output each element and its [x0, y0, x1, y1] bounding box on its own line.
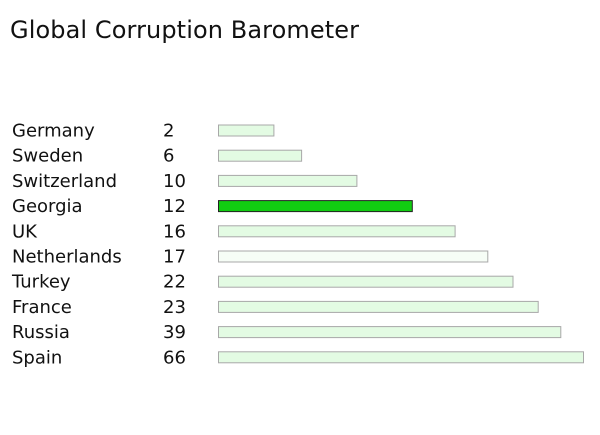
rank-label: 10: [163, 171, 186, 192]
chart-row-germany: Germany 2: [12, 121, 275, 142]
category-label: Russia: [12, 322, 70, 343]
category-label: Sweden: [12, 146, 83, 167]
chart-row-russia: Russia 39: [12, 322, 562, 343]
rank-label: 17: [163, 247, 186, 268]
rank-label: 12: [163, 196, 186, 217]
chart-row-sweden: Sweden 6: [12, 146, 303, 167]
bar: [218, 351, 584, 364]
rank-label: 39: [163, 322, 186, 343]
chart-row-uk: UK 16: [12, 221, 456, 242]
category-label: Turkey: [11, 272, 71, 293]
bar: [218, 174, 358, 187]
category-label: Netherlands: [12, 247, 122, 268]
bar: [218, 326, 562, 339]
chart-row-spain: Spain 66: [12, 347, 584, 368]
category-label: Germany: [12, 121, 95, 142]
chart-row-georgia: Georgia 12: [12, 196, 413, 217]
bar: [218, 275, 514, 288]
rank-label: 2: [163, 121, 174, 142]
chart-title: Global Corruption Barometer: [10, 16, 360, 44]
bar: [218, 250, 489, 263]
rank-label: 16: [163, 221, 186, 242]
category-label: UK: [12, 221, 38, 242]
bar: [218, 149, 303, 162]
bar: [218, 225, 456, 238]
category-label: Switzerland: [12, 171, 117, 192]
bar: [218, 300, 539, 313]
chart-row-netherlands: Netherlands 17: [12, 247, 489, 268]
category-label: Spain: [12, 347, 62, 368]
bar-highlighted: [218, 200, 413, 213]
chart-rows: Germany 2 Sweden 6 Switzerland 10 Georgia 12 UK 1…: [11, 121, 584, 368]
chart-row-switzerland: Switzerland 10: [12, 171, 358, 192]
rank-label: 23: [163, 297, 186, 318]
category-label: France: [12, 297, 72, 318]
chart-row-france: France 23: [12, 297, 539, 318]
chart-row-turkey: Turkey 22: [11, 272, 514, 293]
rank-label: 22: [163, 272, 186, 293]
rank-label: 66: [163, 347, 186, 368]
bar: [218, 124, 275, 137]
rank-label: 6: [163, 146, 174, 167]
category-label: Georgia: [12, 196, 83, 217]
